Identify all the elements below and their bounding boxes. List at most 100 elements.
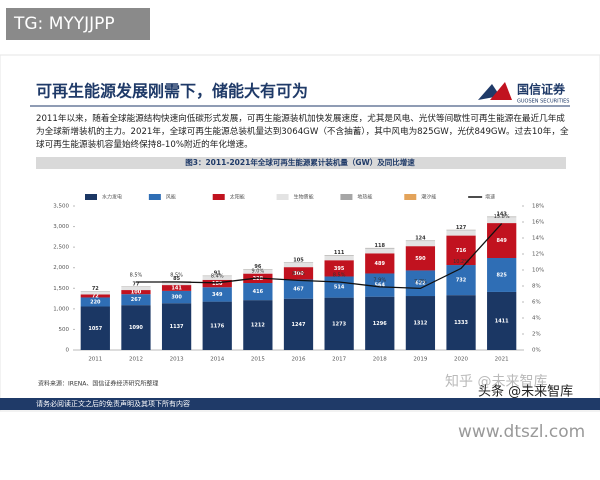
x-tick-label: 2019 (413, 357, 427, 363)
line-label: 8.5% (170, 273, 183, 279)
watermark: 头条 @未来智库 (478, 384, 573, 400)
bar-segment (80, 306, 110, 350)
bar-segment (121, 305, 151, 350)
bar-segment (202, 287, 232, 302)
legend-swatch (404, 194, 417, 200)
data-label: 1296 (373, 321, 387, 327)
data-label: 91 (214, 271, 221, 277)
y2-tick-label: 16% (532, 220, 544, 226)
data-label: 395 (334, 266, 345, 272)
data-label: 1212 (251, 323, 265, 329)
bar-segment (446, 229, 476, 231)
x-tick-label: 2017 (332, 357, 346, 363)
data-label: 180 (212, 281, 223, 287)
y-tick-label: 0 (66, 348, 70, 354)
data-label: 622 (415, 281, 426, 287)
data-label: 489 (375, 261, 386, 267)
bar-segment (405, 241, 436, 247)
bar-segment (405, 296, 436, 350)
bar-segment (487, 291, 517, 350)
bar-segment (365, 248, 395, 254)
bar-segment (446, 295, 476, 350)
data-label: 72 (92, 293, 99, 299)
bar-segment (365, 247, 395, 249)
y-tick-label: 1,000 (53, 306, 69, 312)
data-label: 300 (293, 271, 304, 277)
bar-segment (365, 273, 395, 297)
y-tick-label: 3,000 (53, 224, 69, 230)
bar-segment (324, 297, 354, 350)
bar-segment (487, 258, 517, 292)
legend-swatch (148, 194, 161, 200)
x-tick-label: 2013 (170, 357, 184, 363)
disclaimer: 请务必阅读正文之后的免责声明及其项下所有内容 (36, 399, 190, 408)
data-label: 77 (132, 281, 139, 287)
figure-caption: 图3：2011-2021年全球可再生能源累计装机量（GW）及同比增速 (185, 157, 415, 167)
data-label: 590 (415, 256, 426, 262)
data-label: 732 (456, 278, 467, 284)
legend-label: 潮汐能 (421, 194, 436, 201)
x-tick-label: 2011 (88, 357, 102, 363)
data-label: 141 (171, 285, 182, 291)
data-label: 127 (456, 225, 467, 231)
legend-swatch (212, 194, 225, 200)
bar-segment (243, 269, 273, 274)
data-label: 1057 (88, 326, 102, 332)
bar-segment (121, 294, 151, 306)
line-label: 7.7% (414, 279, 427, 285)
body-text: 2011年以来，随着全球能源结构快速向低碳形式发展，可再生能源装机加快发展速度，… (36, 114, 569, 150)
bar-segment (161, 290, 192, 304)
data-label: 1247 (292, 322, 306, 328)
bar-segment (202, 301, 232, 350)
x-tick-label: 2016 (292, 357, 306, 363)
bar-segment (405, 240, 436, 242)
bar-segment (283, 298, 314, 350)
data-label: 220 (90, 299, 101, 305)
bar-segment (365, 296, 395, 350)
y2-tick-label: 18% (532, 204, 544, 210)
figure-caption-bar (36, 157, 566, 169)
data-label: 96 (254, 264, 261, 270)
data-label: 349 (212, 292, 223, 298)
data-label: 1090 (129, 325, 143, 331)
y2-tick-label: 12% (532, 252, 544, 258)
y2-tick-label: 8% (532, 284, 541, 290)
y-tick-label: 2,000 (53, 265, 69, 271)
data-label: 467 (293, 287, 304, 293)
footer-bar (0, 398, 600, 410)
data-label: 85 (173, 276, 180, 282)
bar-segment (80, 291, 110, 295)
data-label: 124 (415, 236, 426, 242)
watermark: www.dtszl.com (458, 422, 585, 442)
bar-segment (324, 260, 354, 277)
watermark: 知乎 @未来智库 (445, 373, 547, 390)
y2-tick-label: 14% (532, 236, 544, 242)
legend-label: 生物质能 (294, 194, 314, 201)
bar-segment (283, 279, 314, 299)
y2-tick-label: 2% (532, 332, 541, 338)
data-label: 1137 (170, 324, 184, 330)
data-label: 849 (496, 238, 507, 244)
line-label: 7.9% (373, 277, 386, 283)
data-label: 1273 (332, 321, 346, 327)
x-tick-label: 2014 (210, 357, 224, 363)
bar-segment (161, 285, 192, 291)
legend-swatch (85, 194, 97, 200)
data-label: 143 (496, 212, 507, 218)
bar-segment (161, 303, 192, 350)
y-tick-label: 1,500 (53, 286, 69, 292)
data-label: 72 (92, 286, 99, 292)
bar-segment (405, 246, 436, 271)
bar-segment (202, 279, 232, 288)
source-note: 资料来源：IRENA、国信证券经济研究所整理 (38, 380, 158, 388)
y2-tick-label: 6% (532, 300, 541, 306)
bar-segment (121, 290, 151, 295)
y2-tick-label: 0% (532, 348, 541, 354)
line-label: 15.8% (494, 214, 510, 220)
bar-segment (365, 253, 395, 274)
x-tick-label: 2020 (454, 357, 468, 363)
bar-segment (80, 294, 110, 298)
bar-segment (283, 267, 314, 280)
data-label: 118 (375, 243, 386, 249)
